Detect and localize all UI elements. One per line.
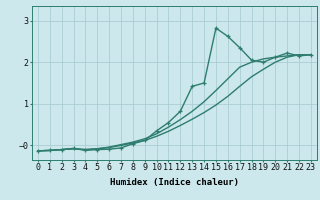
X-axis label: Humidex (Indice chaleur): Humidex (Indice chaleur)	[110, 178, 239, 187]
